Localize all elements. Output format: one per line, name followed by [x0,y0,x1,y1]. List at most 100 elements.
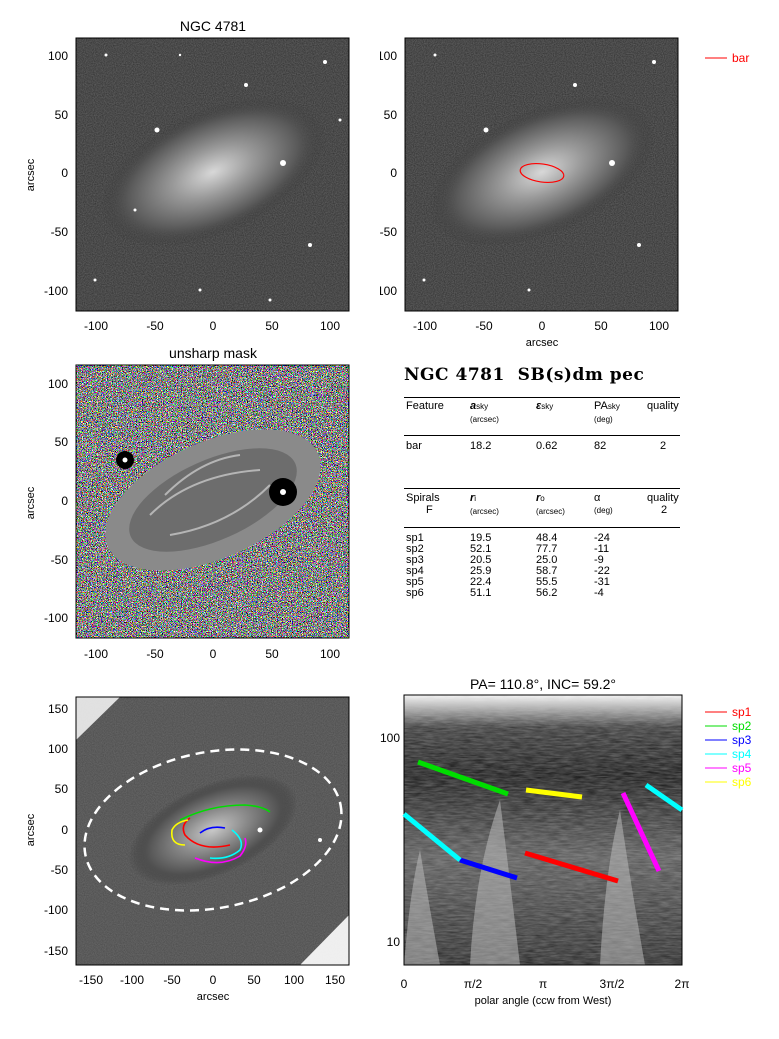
svg-text:150: 150 [48,702,68,716]
panel-title: PA= 110.8°, INC= 59.2° [470,676,616,692]
y-tick-labels: 100 50 0 -50 -100 [373,49,398,298]
svg-text:-100: -100 [84,647,108,661]
svg-text:0: 0 [210,647,217,661]
svg-text:10: 10 [387,935,401,949]
spiral-row-cell: sp6 [406,587,424,599]
spiral-row-cell: 19.5 [470,532,492,544]
spiral-row-cell: 52.1 [470,543,492,555]
svg-text:-100: -100 [44,903,68,917]
x-axis-label: arcsec [526,337,559,349]
spiral-fits [170,804,271,864]
y-tick-labels: 100 50 0 -50 -100 [44,49,68,298]
bar-row-feature: bar [406,440,422,452]
spiral-segment [417,759,509,797]
table-rule [404,435,680,436]
spiral-row-cell: 25.9 [470,565,492,577]
svg-text:-50: -50 [51,863,69,877]
svg-text:-100: -100 [44,284,68,298]
svg-text:0: 0 [390,166,397,180]
bar-ellipse [519,162,565,184]
table-title: NGC 4781 SB(s)dm pec [404,365,645,385]
spiral-row-cell: 25.0 [536,554,558,566]
bar-row-quality: 2 [660,440,667,452]
galaxy-image-svg: NGC 4781 arcsec 100 50 0 -50 -100 -100 -… [25,18,350,333]
svg-text:50: 50 [265,647,279,661]
svg-text:-100: -100 [413,319,437,333]
svg-text:100: 100 [320,647,340,661]
col-pa-sky: PAsky (deg) [594,400,620,424]
spiral-row-cell: 48.4 [536,532,558,544]
y-tick-labels: 150 100 50 0 -50 -100 -150 [44,702,68,958]
spiral-lines [402,759,684,884]
svg-text:3π/2: 3π/2 [600,977,625,991]
bar-row-eps: 0.62 [536,440,558,452]
table-rule [404,397,680,398]
x-tick-labels: -100 -50 0 50 100 [84,647,340,661]
spiral-row-cell: -9 [594,554,604,566]
svg-text:-50: -50 [146,647,164,661]
spiral-segment [620,791,662,873]
legend-label: sp3 [732,733,752,747]
x-tick-labels: -100 -50 0 50 100 [413,319,669,333]
svg-text:π: π [539,977,547,991]
col-ri: ri (arcsec) [470,492,499,516]
spiral-row-cell: 22.4 [470,576,492,588]
spiral-segment [524,850,619,884]
svg-text:50: 50 [247,973,261,987]
svg-text:-50: -50 [51,225,69,239]
svg-text:-50: -50 [475,319,493,333]
svg-text:-50: -50 [163,973,181,987]
svg-text:-150: -150 [44,944,68,958]
spiral-row-cell: 56.2 [536,587,558,599]
panel-spiral-overlay: arcsec 150 100 50 0 -50 -100 -150 -150 -… [0,680,380,1010]
svg-text:-50: -50 [51,553,69,567]
legend-label: sp4 [732,747,752,761]
svg-text:100: 100 [48,377,68,391]
col-ro: ro (arcsec) [536,492,565,516]
spiral-row-cell: sp5 [406,576,424,588]
svg-text:50: 50 [384,108,398,122]
spiral-overlay-svg: arcsec 150 100 50 0 -50 -100 -150 -150 -… [25,696,350,1003]
svg-text:50: 50 [265,319,279,333]
y-axis-label: arcsec [25,813,37,846]
spiral-row-cell: -11 [594,543,610,555]
spiral-segment [644,782,684,813]
svg-text:-150: -150 [79,973,103,987]
panel-bar-fit: 100 50 0 -50 -100 -100 -50 0 50 100 arcs… [373,0,779,360]
table-rule [404,488,680,489]
spiral-row-cell: 20.5 [470,554,492,566]
svg-text:0: 0 [61,494,68,508]
legend-label: sp6 [732,775,752,789]
polar-plot-svg: PA= 110.8°, INC= 59.2° 100 10 0 π/2 π 3π… [380,676,752,1007]
x-tick-labels: -100 -50 0 50 100 [84,319,340,333]
spiral-row-cell: -24 [594,532,610,544]
x-tick-labels: 0 π/2 π 3π/2 2π [401,977,690,991]
panel-title: NGC 4781 [180,18,246,34]
panel-title: unsharp mask [169,345,258,361]
bar-row-a: 18.2 [470,440,492,452]
svg-text:100: 100 [48,742,68,756]
spiral-row-cell: sp4 [406,565,424,577]
panel-polar-plot: PA= 110.8°, INC= 59.2° 100 10 0 π/2 π 3π… [360,670,779,1030]
svg-text:50: 50 [55,782,69,796]
spiral-segment [459,857,518,881]
svg-text:100: 100 [380,49,397,63]
svg-text:-50: -50 [380,225,397,239]
x-axis-label: polar angle (ccw from West) [475,995,612,1007]
col-quality: quality [647,400,679,412]
spiral-row-cell: -22 [594,565,610,577]
svg-text:-50: -50 [146,319,164,333]
svg-text:0: 0 [210,319,217,333]
svg-text:0: 0 [61,166,68,180]
col-feature: Feature [406,400,444,412]
unsharp-mask-svg: unsharp mask arcsec 100 50 0 -50 -100 -1… [25,345,350,661]
svg-text:-100: -100 [380,284,397,298]
legend-label: sp1 [732,705,752,719]
x-axis-label: arcsec [197,991,230,1003]
spiral-row-cell: 77.7 [536,543,558,555]
panel-unsharp-mask: unsharp mask arcsec 100 50 0 -50 -100 -1… [0,345,380,675]
spiral-row-cell: -4 [594,587,604,599]
panel-galaxy-image: NGC 4781 arcsec 100 50 0 -50 -100 -100 -… [0,0,380,350]
spiral-row-cell: sp3 [406,554,424,566]
